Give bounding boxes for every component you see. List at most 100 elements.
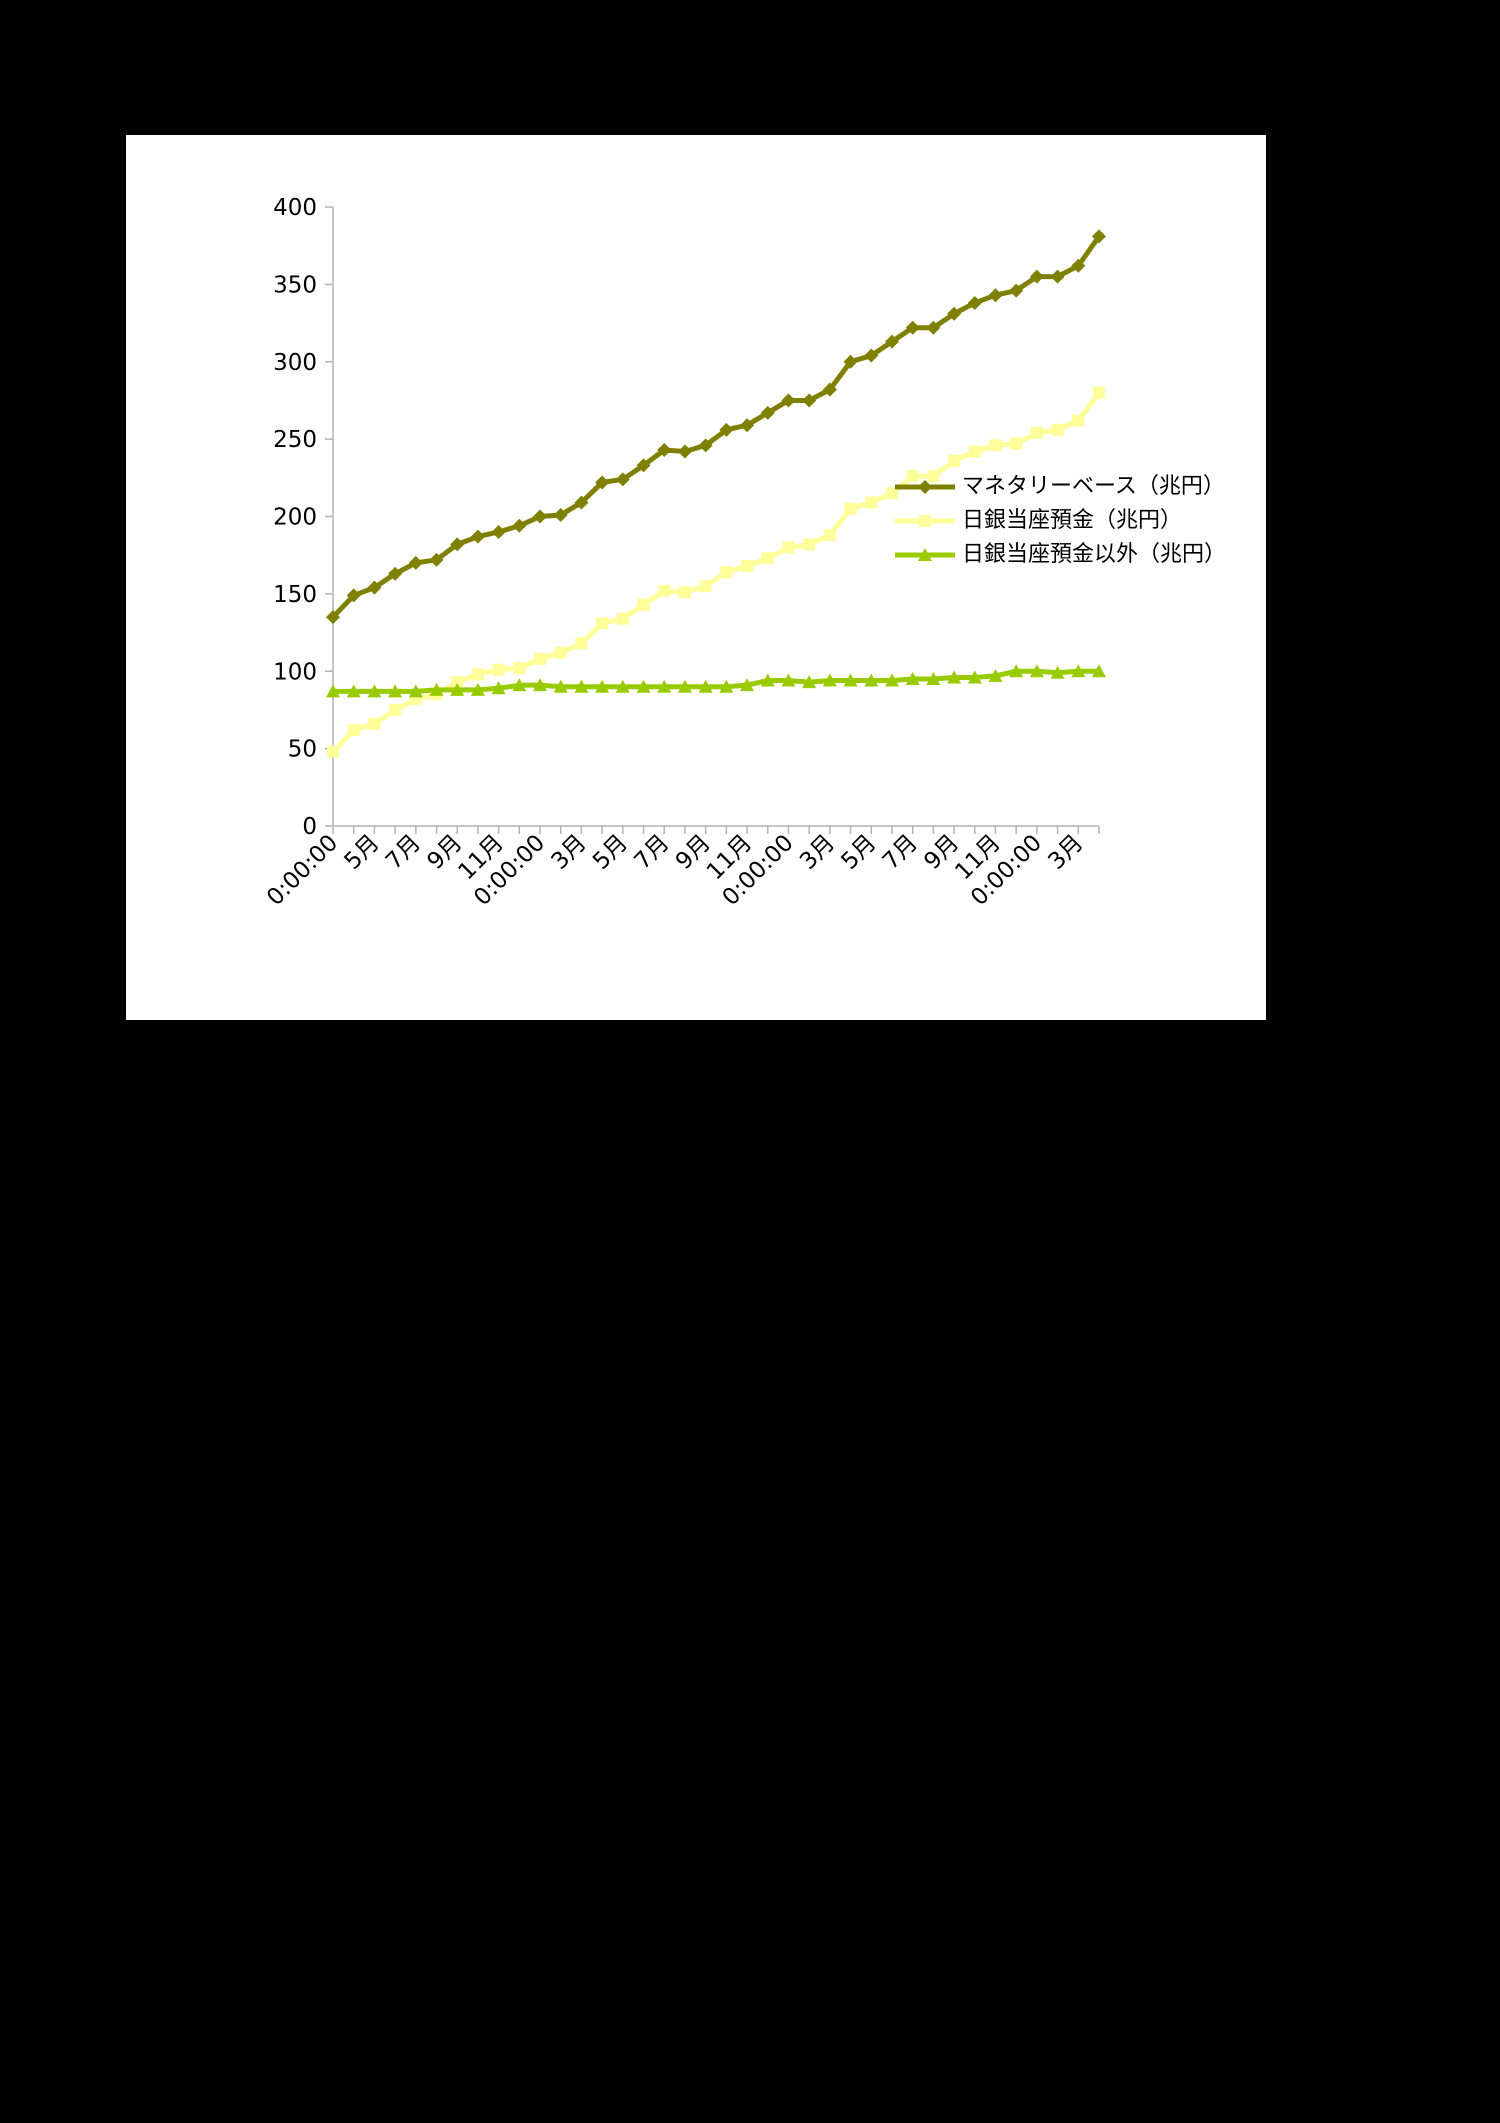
point xyxy=(450,682,465,696)
point xyxy=(822,673,837,687)
point xyxy=(988,288,1003,303)
point xyxy=(429,682,444,696)
point xyxy=(947,306,962,321)
point xyxy=(326,610,340,625)
point xyxy=(699,580,712,593)
point xyxy=(1093,386,1105,399)
point xyxy=(492,663,505,676)
chart-area xyxy=(126,135,1266,1020)
point xyxy=(389,703,402,716)
point xyxy=(512,518,527,533)
point xyxy=(1092,664,1106,678)
point xyxy=(408,555,423,570)
point xyxy=(470,529,485,544)
y-tick-label: 50 xyxy=(288,737,317,763)
point xyxy=(658,584,671,597)
legend-marker xyxy=(918,480,932,494)
point xyxy=(988,668,1003,682)
point xyxy=(553,507,568,522)
point xyxy=(408,684,423,698)
point xyxy=(677,679,692,693)
point xyxy=(822,382,837,397)
point xyxy=(720,566,733,579)
point xyxy=(719,679,734,693)
point xyxy=(1009,283,1024,298)
point xyxy=(885,487,898,500)
point xyxy=(1050,269,1065,284)
point xyxy=(512,678,527,692)
point xyxy=(534,652,547,665)
legend-label: 日銀当座預金（兆円） xyxy=(962,508,1182,533)
point xyxy=(1071,258,1086,273)
point xyxy=(574,679,589,693)
point xyxy=(451,676,464,689)
point xyxy=(823,529,836,542)
point xyxy=(533,509,548,524)
point xyxy=(657,679,672,693)
point xyxy=(677,444,692,459)
point xyxy=(678,586,691,599)
point xyxy=(948,454,961,467)
point xyxy=(740,418,755,433)
point xyxy=(368,717,381,730)
point xyxy=(803,538,816,551)
y-tick-label: 0 xyxy=(302,814,317,840)
point xyxy=(636,458,651,473)
point xyxy=(595,475,610,490)
point xyxy=(989,439,1002,452)
point xyxy=(864,673,879,687)
point xyxy=(388,566,403,581)
point xyxy=(554,646,567,659)
point xyxy=(1030,426,1043,439)
point xyxy=(843,354,858,369)
point xyxy=(741,560,754,573)
point xyxy=(1092,229,1106,244)
point xyxy=(470,682,485,696)
point xyxy=(491,524,506,539)
y-tick-label: 300 xyxy=(273,350,317,376)
legend-label: 日銀当座預金以外（兆円） xyxy=(962,542,1226,567)
point xyxy=(637,598,650,611)
point xyxy=(884,334,899,349)
point xyxy=(657,442,672,457)
point xyxy=(802,393,817,408)
point xyxy=(533,678,548,692)
point xyxy=(927,470,940,483)
point xyxy=(388,684,403,698)
point xyxy=(719,422,734,437)
point xyxy=(596,617,609,630)
point xyxy=(367,580,382,595)
y-tick-label: 100 xyxy=(273,659,317,685)
legend-label: マネタリーベース（兆円） xyxy=(962,474,1225,499)
point xyxy=(760,673,775,687)
point xyxy=(802,675,817,689)
point xyxy=(698,438,713,453)
point xyxy=(905,320,920,335)
point xyxy=(616,612,629,625)
point xyxy=(947,670,962,684)
point xyxy=(782,541,795,554)
point xyxy=(865,496,878,509)
point xyxy=(760,405,775,420)
point xyxy=(967,670,982,684)
point xyxy=(1029,664,1044,678)
point xyxy=(1010,437,1023,450)
point xyxy=(450,537,465,552)
point xyxy=(905,671,920,685)
point xyxy=(781,393,796,408)
point xyxy=(926,671,941,685)
point xyxy=(346,588,361,603)
point xyxy=(615,679,630,693)
y-tick-label: 200 xyxy=(273,505,317,531)
legend-marker xyxy=(919,515,931,527)
point xyxy=(347,724,360,737)
point xyxy=(864,348,879,363)
point xyxy=(327,745,339,758)
y-tick-label: 400 xyxy=(273,195,317,221)
point xyxy=(636,679,651,693)
y-tick-label: 250 xyxy=(273,427,317,453)
point xyxy=(1009,664,1024,678)
point xyxy=(574,495,589,510)
y-tick-label: 150 xyxy=(273,582,317,608)
